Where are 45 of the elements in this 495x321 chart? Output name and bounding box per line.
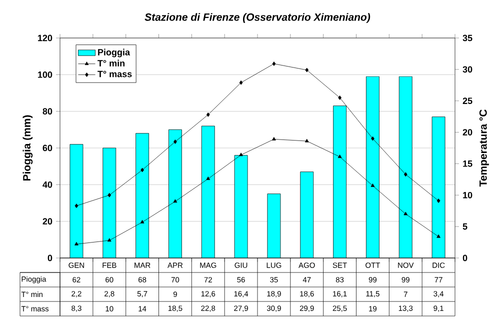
point	[173, 199, 178, 203]
y-tick-label: 40	[42, 181, 52, 188]
y-tick-label: 100	[38, 71, 52, 78]
point	[338, 154, 342, 158]
legend-label: Pioggia	[98, 48, 130, 58]
point	[74, 204, 78, 208]
point	[206, 112, 210, 117]
point	[239, 80, 243, 85]
y2-tick-label: 25	[462, 98, 472, 104]
point	[272, 62, 276, 66]
y2-tick-label: 0	[462, 254, 468, 262]
point	[436, 198, 440, 203]
point	[371, 136, 374, 141]
point	[404, 172, 408, 177]
point	[239, 152, 243, 156]
legend-label: T° min	[98, 60, 125, 66]
y-tick-label: 0	[48, 254, 52, 262]
y-axis-title: Pioggia (mm)	[22, 115, 33, 181]
point	[140, 168, 144, 172]
point	[206, 176, 210, 180]
point	[436, 234, 440, 238]
y2-tick-label: 5	[462, 223, 468, 230]
point	[370, 184, 375, 187]
point	[272, 136, 276, 140]
point	[174, 140, 177, 144]
y2-axis-title: Temperatura °C	[479, 110, 489, 187]
point	[74, 242, 78, 246]
y-tick-label: 120	[38, 34, 52, 42]
point	[305, 68, 309, 72]
point	[404, 212, 408, 216]
y2-tick-label: 20	[462, 129, 472, 136]
point	[338, 96, 342, 100]
y-tick-label: 20	[42, 218, 52, 225]
point	[108, 192, 112, 198]
point	[304, 138, 309, 142]
y2-tick-label: 10	[463, 192, 472, 198]
y2-tick-label: 35	[462, 34, 472, 42]
y2-tick-label: 15	[463, 160, 472, 167]
legend-label: T° mass	[98, 70, 132, 78]
point	[107, 238, 112, 242]
y-tick-label: 80	[42, 108, 52, 115]
y-tick-label: 60	[42, 144, 52, 152]
point	[140, 220, 144, 224]
chart-title: Stazione di Firenze (Osservatorio Ximeniano)	[144, 13, 370, 23]
y2-tick-label: 30	[462, 66, 472, 73]
